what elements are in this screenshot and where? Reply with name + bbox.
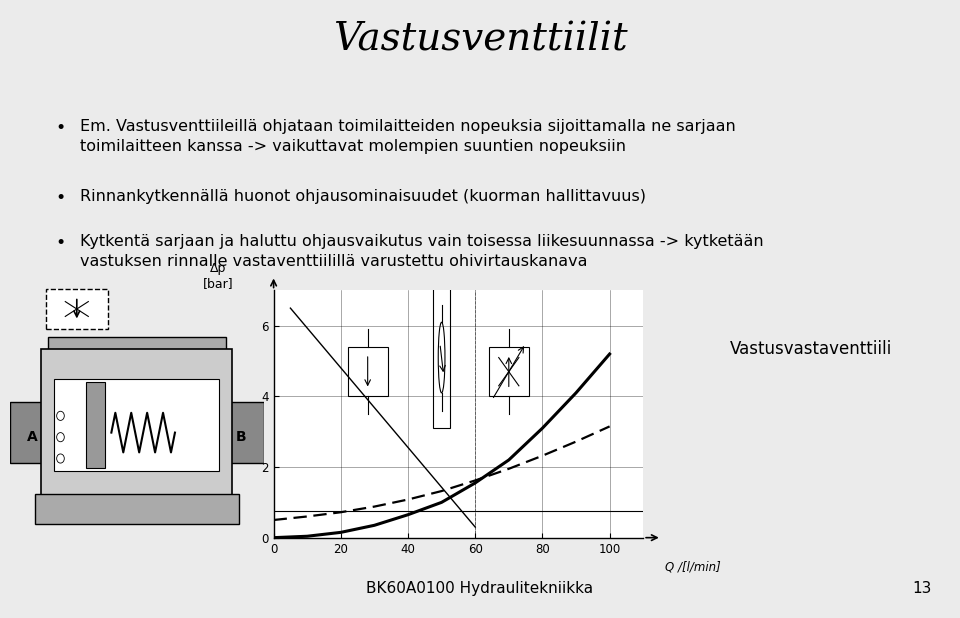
Bar [48, 337, 226, 364]
Text: Vastusventtiilit: Vastusventtiilit [333, 22, 627, 59]
Text: •: • [55, 234, 65, 252]
Text: Rinnankytkennällä huonot ohjausominaisuudet (kuorman hallittavuus): Rinnankytkennällä huonot ohjausominaisuu… [80, 189, 646, 205]
Circle shape [57, 411, 64, 420]
Circle shape [57, 433, 64, 442]
Bar [86, 383, 105, 468]
Text: A: A [27, 430, 37, 444]
Bar [433, 287, 450, 428]
Text: Vastusvastaventtiili: Vastusvastaventtiili [730, 341, 892, 358]
Bar [35, 494, 238, 524]
Text: Em. Vastusventtiileillä ohjataan toimilaitteiden nopeuksia sijoittamalla ne sarj: Em. Vastusventtiileillä ohjataan toimila… [80, 119, 735, 154]
Bar [10, 402, 54, 463]
Bar [220, 402, 264, 463]
Bar [41, 349, 232, 501]
Circle shape [57, 454, 64, 463]
Bar [54, 379, 220, 471]
Circle shape [438, 322, 444, 393]
Text: 13: 13 [912, 581, 931, 596]
Bar [489, 347, 529, 396]
Text: BK60A0100 Hydraulitekniikka: BK60A0100 Hydraulitekniikka [367, 581, 593, 596]
Text: Q /[l/min]: Q /[l/min] [665, 561, 721, 574]
Text: Kytkentä sarjaan ja haluttu ohjausvaikutus vain toisessa liikesuunnassa -> kytke: Kytkentä sarjaan ja haluttu ohjausvaikut… [80, 234, 763, 269]
Text: •: • [55, 189, 65, 207]
Bar [348, 347, 388, 396]
Bar [46, 289, 108, 329]
Y-axis label: Δp
[bar]: Δp [bar] [203, 263, 233, 290]
Text: B: B [236, 430, 247, 444]
Text: •: • [55, 119, 65, 137]
